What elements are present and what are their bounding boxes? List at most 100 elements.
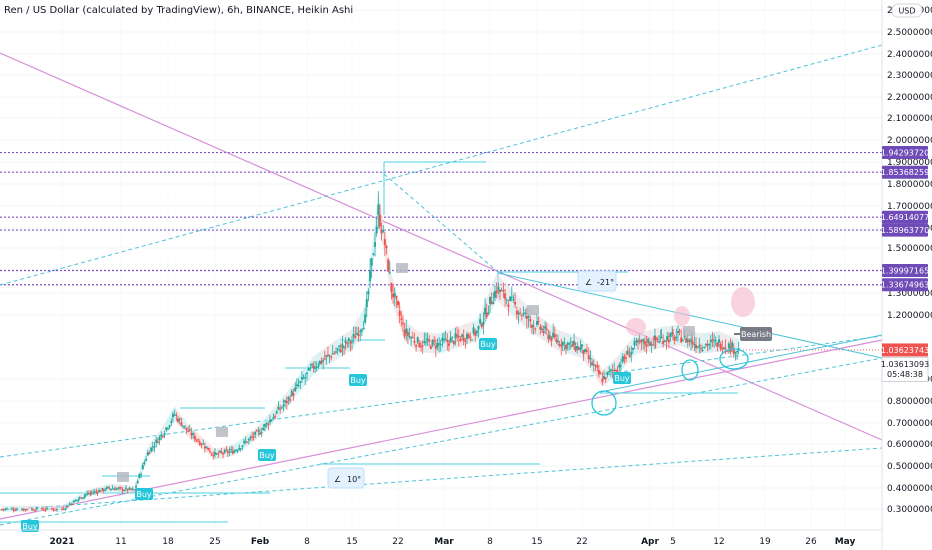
candle-body — [314, 367, 317, 369]
candle-body — [558, 343, 561, 346]
candle-body — [495, 290, 498, 294]
ribbon-segment — [319, 350, 322, 371]
ribbon-segment — [715, 331, 718, 353]
ribbon-segment — [323, 348, 325, 369]
ribbon-segment — [537, 313, 539, 338]
angle-icon: ∠ — [334, 475, 341, 484]
candle-body — [515, 310, 518, 315]
y-tick-label: 0.50000000 — [887, 462, 932, 472]
candle-body — [140, 473, 143, 475]
ribbon-segment — [2, 505, 4, 512]
candle-body — [392, 293, 395, 298]
level-badge — [882, 223, 928, 237]
candle-body — [375, 226, 378, 234]
candle-body — [236, 450, 239, 452]
signal-marker — [527, 305, 539, 315]
candle-body — [514, 301, 517, 305]
candle-body — [401, 322, 404, 324]
ribbon-segment — [582, 338, 584, 361]
candle-body — [279, 408, 282, 410]
ribbon-segment — [99, 486, 101, 495]
candle-body — [452, 340, 455, 344]
candle-body — [312, 365, 315, 369]
candle-body — [111, 488, 114, 490]
candle-body — [355, 333, 358, 335]
currency-badge-text: USD — [898, 7, 915, 16]
buy-label-text: Buy — [22, 522, 38, 531]
ribbon-segment — [152, 437, 155, 452]
ribbon-segment — [545, 320, 547, 343]
x-tick-label: 8 — [487, 537, 493, 547]
candle-body — [663, 340, 666, 342]
candle-body — [310, 363, 313, 366]
candle-body — [257, 430, 260, 432]
candle-body — [117, 487, 120, 489]
candle-body — [41, 508, 43, 510]
ribbon-segment — [531, 310, 534, 334]
ribbon-segment — [704, 332, 706, 354]
x-tick-label: Mar — [434, 537, 454, 547]
candle-body — [95, 491, 98, 493]
candle-body — [446, 340, 449, 343]
candle-body — [338, 345, 341, 347]
ribbon-segment — [725, 333, 728, 355]
candle-body — [382, 229, 385, 232]
bearish-label-text: Bearish — [741, 330, 771, 339]
candle-body — [182, 425, 185, 427]
candle-body — [459, 338, 462, 342]
candle-body — [195, 439, 198, 441]
candle-body — [318, 360, 321, 364]
candle-body — [269, 419, 272, 423]
candle-body — [306, 372, 308, 374]
candle-body — [493, 291, 496, 298]
currency-badge[interactable]: USD — [891, 3, 923, 18]
ribbon-segment — [334, 340, 337, 362]
candle-body — [616, 371, 619, 373]
candle-body — [83, 495, 86, 497]
candle-body — [121, 489, 124, 491]
candle-body — [398, 311, 401, 316]
current-price-badge — [881, 356, 929, 382]
x-tick-label: Apr — [641, 537, 659, 547]
x-tick-label: 18 — [162, 537, 174, 547]
candle-body — [383, 239, 386, 246]
candle-body — [203, 446, 206, 449]
x-tick-label: 15 — [531, 537, 542, 547]
ribbon-segment — [626, 343, 628, 366]
candle-body — [289, 399, 292, 401]
candle-body — [326, 354, 329, 356]
candle-body — [631, 347, 634, 350]
candle-body — [592, 364, 595, 366]
candle-body — [233, 450, 236, 453]
candle-body — [234, 450, 237, 452]
candle-body — [505, 299, 508, 301]
ribbon-segment — [91, 488, 94, 496]
candle-body — [2, 509, 5, 511]
candle-body — [260, 432, 263, 434]
candle-body — [642, 339, 645, 342]
ribbon-segment — [401, 308, 403, 337]
x-tick-label: 5 — [670, 537, 676, 547]
ribbon-segment — [521, 300, 524, 326]
candle-body — [42, 509, 45, 511]
candle-body — [544, 326, 547, 329]
candle-body — [454, 333, 457, 339]
candle-body — [387, 259, 390, 272]
ribbon-segment — [384, 228, 387, 268]
candle-body — [141, 465, 144, 470]
ribbon-segment — [439, 332, 441, 354]
candle-body — [223, 450, 226, 453]
y-tick-label: 1.50000000 — [887, 244, 932, 254]
candle-body — [397, 301, 399, 306]
ribbon-segment — [467, 322, 469, 345]
candle-body — [489, 296, 491, 304]
candle-body — [568, 343, 571, 345]
candle-body — [529, 319, 532, 322]
candle-body — [731, 342, 734, 348]
buy-label-bg — [21, 520, 39, 532]
level-badge — [882, 210, 928, 224]
candle-body — [170, 421, 173, 423]
y-tick-label: 0.60000000 — [887, 440, 932, 450]
candle-body — [585, 350, 588, 352]
